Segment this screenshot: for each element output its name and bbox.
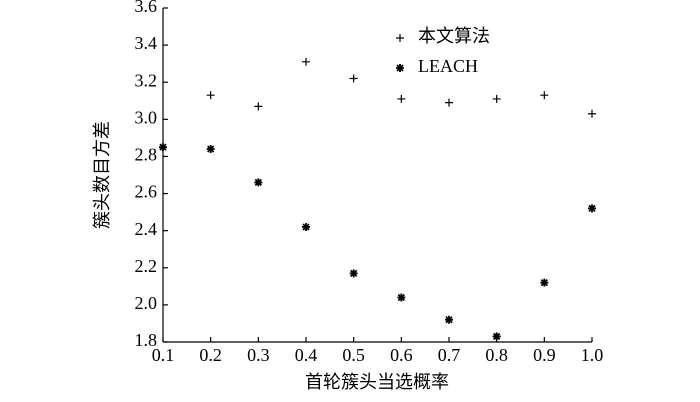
legend-marker: [396, 34, 404, 42]
x-tick-label: 0.1: [152, 345, 175, 365]
y-tick-label: 3.0: [135, 107, 158, 127]
y-tick-label: 3.4: [135, 33, 158, 53]
x-tick-label: 0.8: [485, 345, 508, 365]
legend-label: 本文算法: [418, 26, 490, 46]
y-tick-label: 2.4: [135, 219, 158, 239]
x-tick-label: 1.0: [581, 345, 604, 365]
point: [397, 293, 406, 302]
y-tick-label: 2.8: [135, 145, 158, 165]
point: [302, 57, 310, 66]
point: [349, 269, 358, 278]
legend-label: LEACH: [418, 56, 478, 76]
point: [397, 94, 406, 103]
point: [588, 204, 596, 213]
point: [445, 315, 453, 324]
x-tick-label: 0.9: [533, 345, 556, 365]
point: [254, 178, 263, 187]
y-tick-label: 2.0: [135, 293, 158, 313]
y-axis-label: 簇头数目方差: [92, 121, 112, 229]
x-tick-label: 0.2: [199, 345, 222, 365]
point: [445, 98, 453, 107]
point: [492, 94, 501, 103]
point: [206, 145, 215, 154]
x-tick-label: 0.7: [438, 345, 461, 365]
point: [206, 91, 215, 100]
x-axis-label: 首轮簇头当选概率: [305, 372, 449, 392]
point: [588, 109, 596, 118]
point: [540, 91, 549, 100]
x-tick-label: 0.6: [390, 345, 413, 365]
y-tick-label: 1.8: [135, 330, 158, 350]
y-tick-label: 2.2: [135, 256, 158, 276]
y-tick-label: 3.2: [135, 70, 158, 90]
y-tick-label: 2.6: [135, 182, 158, 202]
point: [349, 74, 358, 83]
point: [159, 143, 167, 152]
x-tick-label: 0.5: [342, 345, 365, 365]
point: [492, 332, 501, 341]
x-tick-label: 0.3: [247, 345, 270, 365]
point: [540, 278, 549, 287]
x-tick-label: 0.4: [295, 345, 318, 365]
y-tick-label: 3.6: [135, 0, 158, 16]
point: [302, 222, 310, 231]
legend-marker: [396, 64, 404, 72]
point: [254, 102, 263, 111]
